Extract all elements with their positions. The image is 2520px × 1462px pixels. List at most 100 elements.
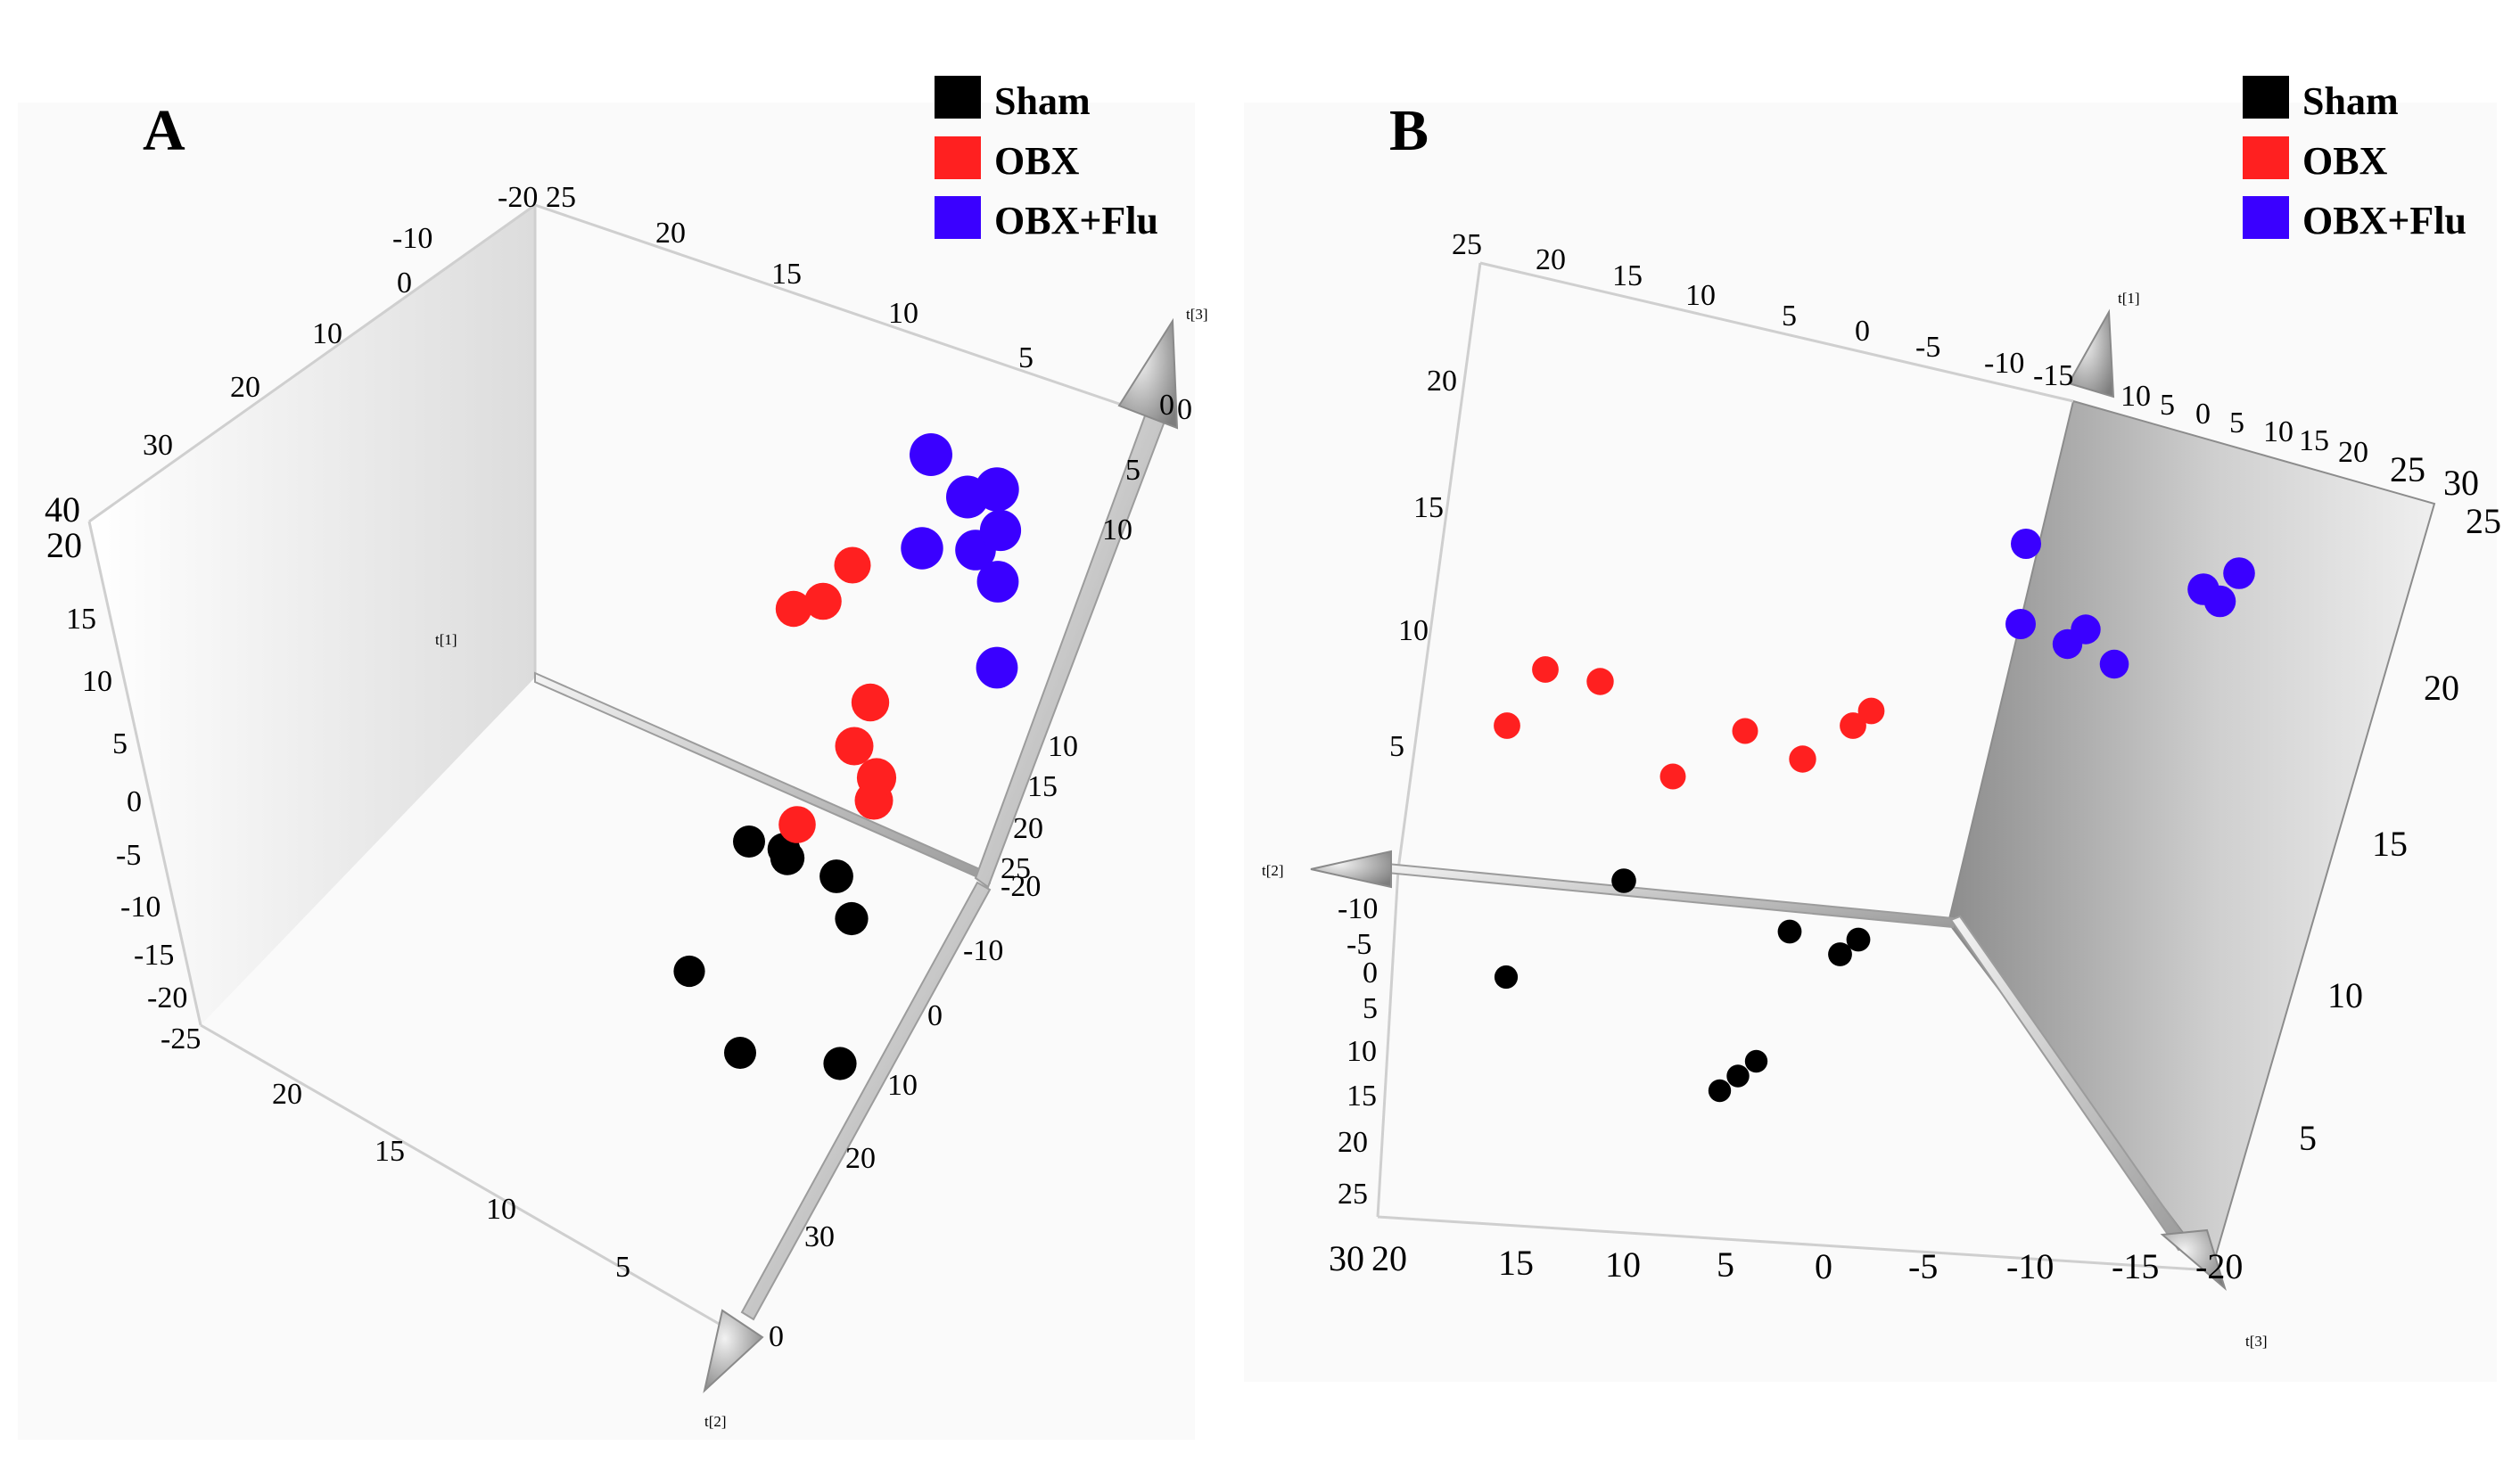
panel-b-tick: 0 bbox=[1815, 1246, 1832, 1286]
panel-b-ticks-right: 25 20 15 10 5 bbox=[2299, 501, 2501, 1158]
panel-b-tick: 15 bbox=[2372, 824, 2408, 864]
data-point-obx-flu bbox=[2203, 585, 2236, 618]
panel-a-points bbox=[673, 433, 1022, 1080]
panel-b-tick: 20 bbox=[1427, 365, 1457, 398]
panel-b-tick: 30 bbox=[2443, 463, 2479, 503]
panel-a-legend: Sham OBX OBX+Flu bbox=[935, 76, 1158, 242]
panel-a-tick: 0 bbox=[1159, 389, 1174, 422]
panel-b-tick: 0 bbox=[2195, 398, 2211, 431]
panel-b-legend: Sham OBX OBX+Flu bbox=[2243, 76, 2466, 242]
panel-b-tick: 0 bbox=[1855, 315, 1870, 348]
panel-a-tick: 5 bbox=[615, 1251, 630, 1284]
data-point-obx bbox=[775, 590, 812, 628]
panel-b-tick: 10 bbox=[1685, 279, 1716, 312]
data-point-obx-flu bbox=[2099, 649, 2129, 679]
panel-a-axis-t2-name: t[2] bbox=[704, 1413, 727, 1430]
panel-b-tick: 10 bbox=[2327, 975, 2363, 1015]
panel-b-tick: 5 bbox=[1782, 300, 1797, 333]
panel-a-tick: 10 bbox=[312, 317, 342, 350]
panel-b-tick: 10 bbox=[1398, 614, 1429, 647]
panel-b-tick: 25 bbox=[2390, 449, 2425, 489]
panel-b-axis-t3-name: t[3] bbox=[2245, 1333, 2268, 1350]
data-point-obx bbox=[835, 727, 874, 766]
panel-b-tick: 20 bbox=[1371, 1238, 1407, 1278]
panel-a-tick: 0 bbox=[1177, 393, 1192, 426]
panel-a-tick: 25 bbox=[1001, 852, 1031, 885]
data-point-sham bbox=[1708, 1079, 1732, 1103]
panel-a-tick: 15 bbox=[1027, 770, 1058, 803]
data-point-obx bbox=[804, 582, 842, 620]
panel-a-box-edges bbox=[87, 203, 1165, 1330]
panel-a-tick: -20 bbox=[498, 181, 538, 214]
data-point-obx bbox=[1586, 668, 1614, 695]
panel-a: A t[1] t[2] t[3] -20 -10 0 10 20 3 bbox=[18, 76, 1208, 1440]
panel-a-tick: 15 bbox=[375, 1135, 405, 1168]
panel-b-tick: -10 bbox=[1984, 347, 2024, 380]
panel-a-tick: -10 bbox=[963, 934, 1003, 967]
panel-a-t2-arrowhead bbox=[703, 1309, 764, 1393]
panel-a-tick: 25 bbox=[546, 181, 576, 214]
panel-a-tick: -20 bbox=[147, 982, 187, 1014]
panel-b-tick: -5 bbox=[1915, 331, 1940, 364]
legend-label-obx: OBX bbox=[2302, 139, 2388, 183]
data-point-obx-flu bbox=[910, 433, 952, 476]
panel-a-tick: -10 bbox=[120, 891, 161, 924]
data-point-obx-flu bbox=[975, 467, 1019, 512]
panel-b-axis-t1-name: t[1] bbox=[2118, 290, 2140, 307]
data-point-obx bbox=[778, 806, 816, 843]
data-point-obx-flu bbox=[2223, 557, 2255, 589]
data-point-sham bbox=[1744, 1049, 1768, 1073]
panel-b-tick: 25 bbox=[1338, 1178, 1368, 1211]
panel-b-tick: 15 bbox=[1413, 491, 1444, 524]
panel-a-tick: 10 bbox=[82, 665, 112, 698]
panel-a-tick: 5 bbox=[1018, 341, 1034, 374]
panel-b-label: B bbox=[1389, 98, 1429, 163]
panel-a-axis-t3-name: t[3] bbox=[1186, 306, 1208, 323]
panel-a-ticks-bottom: 20 15 10 5 0 bbox=[272, 1078, 784, 1353]
data-point-obx bbox=[1494, 712, 1520, 739]
panel-b-tick: 25 bbox=[2466, 501, 2501, 541]
panel-a-tick: 10 bbox=[1102, 513, 1132, 546]
panel-a-tick: 0 bbox=[769, 1320, 784, 1353]
panel-a-tick: 15 bbox=[771, 258, 802, 291]
data-point-sham bbox=[724, 1037, 756, 1069]
panel-a-ticks-t1-top: -20 -10 0 10 20 30 40 bbox=[45, 181, 538, 530]
panel-a-left-wall bbox=[89, 205, 535, 1025]
panel-b-tick: 5 bbox=[2160, 389, 2175, 422]
panel-a-tick: 20 bbox=[272, 1078, 302, 1111]
legend-swatch-obx bbox=[2243, 136, 2289, 179]
data-point-obx bbox=[1789, 745, 1816, 773]
legend-swatch-obx-flu bbox=[935, 196, 981, 239]
panel-a-tick: -25 bbox=[161, 1023, 201, 1055]
panel-b-t1-arrowhead bbox=[2067, 308, 2115, 398]
legend-label-obx-flu: OBX+Flu bbox=[994, 199, 1158, 242]
data-point-obx-flu bbox=[2005, 609, 2036, 639]
data-point-sham bbox=[1611, 868, 1636, 893]
panel-a-tick: 20 bbox=[230, 371, 260, 404]
data-point-obx bbox=[1840, 712, 1866, 739]
data-point-sham bbox=[835, 901, 869, 936]
panel-a-tick: 5 bbox=[1125, 454, 1141, 487]
data-point-obx bbox=[1732, 718, 1758, 744]
panel-b-tick: 10 bbox=[1605, 1244, 1641, 1285]
panel-a-label: A bbox=[143, 98, 185, 163]
panel-a-tick: 10 bbox=[887, 1069, 918, 1102]
panel-b-tick: 10 bbox=[2263, 415, 2294, 448]
data-point-sham bbox=[733, 825, 765, 858]
panel-a-tick: -10 bbox=[392, 222, 432, 255]
legend-swatch-sham bbox=[935, 76, 981, 119]
legend-label-obx: OBX bbox=[994, 139, 1080, 183]
data-point-sham bbox=[1846, 927, 1871, 952]
legend-swatch-sham bbox=[2243, 76, 2289, 119]
panel-b-tick: -15 bbox=[2033, 359, 2073, 392]
data-point-obx-flu bbox=[979, 509, 1022, 552]
panel-b-tick: -10 bbox=[2006, 1246, 2054, 1286]
panel-b-tick: -15 bbox=[2112, 1246, 2159, 1286]
data-point-obx bbox=[856, 758, 897, 798]
panel-b-ticks-bottom: 20 15 10 5 0 -5 -10 -15 -20 bbox=[1371, 1238, 2243, 1286]
panel-b-tick: 20 bbox=[1338, 1126, 1368, 1159]
panel-b-tick: 30 bbox=[1329, 1238, 1364, 1278]
panel-a-tick: -20 bbox=[1001, 870, 1041, 903]
data-point-obx-flu bbox=[976, 561, 1019, 603]
